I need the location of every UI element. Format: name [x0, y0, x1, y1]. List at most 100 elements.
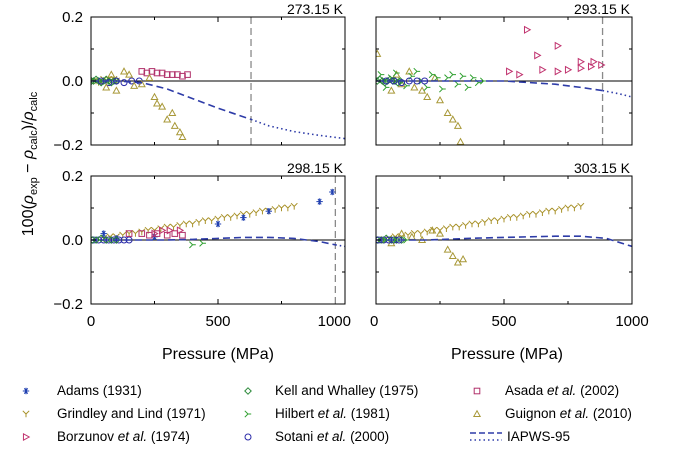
iapws-curve-extrapolated: [602, 89, 632, 98]
grindley-point: [500, 215, 508, 223]
legend-item-borzunov: Borzunov et al. (1974): [22, 429, 190, 444]
ylabel-rho-2: ρ: [20, 150, 37, 160]
grindley-point: [487, 217, 495, 224]
kell-point: [392, 236, 401, 244]
legend-symbol-borzunov: [22, 432, 31, 442]
borzunov_a-point: [554, 67, 562, 76]
asada-point: [179, 72, 186, 80]
grindley-point: [220, 214, 228, 221]
guignon-point: [130, 81, 139, 89]
adams-point: [240, 214, 247, 221]
legend-item-iapws: IAPWS-95: [470, 429, 570, 444]
legend-label: Sotani et al. (2000): [275, 429, 389, 444]
legend-item-kell: Kell and Whalley (1975): [244, 383, 418, 398]
grindley-point: [513, 214, 521, 221]
asada-point: [138, 230, 146, 237]
grindley-point: [468, 220, 476, 228]
grindley-point: [131, 230, 140, 237]
grindley-point: [271, 206, 279, 213]
legend-symbol-sotani: [244, 433, 252, 441]
grindley-point: [506, 214, 514, 221]
guignon-point: [458, 254, 468, 263]
legend-label: Adams (1931): [57, 383, 142, 398]
guignon-point: [392, 70, 401, 78]
grindley-point: [290, 202, 298, 210]
grindley-point: [125, 230, 133, 237]
y-tick-label: −0.2: [53, 296, 83, 313]
x-tick-label: 0: [87, 313, 95, 330]
ylabel-mid: )/: [20, 120, 37, 130]
guignon-point: [443, 108, 452, 117]
borzunov-point: [554, 41, 562, 50]
markers: [91, 67, 191, 141]
guignon-point: [418, 86, 427, 94]
grindley-point: [404, 231, 412, 239]
adams-point: [214, 220, 222, 228]
x-tick-label: 1000: [318, 313, 351, 330]
grindley-point: [519, 212, 527, 220]
borzunov-point: [523, 25, 532, 34]
markers: [376, 202, 585, 266]
iapws-curve: [91, 80, 252, 121]
legend-label: Kell and Whalley (1975): [275, 383, 418, 398]
grindley-point: [551, 207, 559, 215]
hilbert-point: [413, 67, 421, 75]
borzunov_b-point: [176, 226, 185, 235]
hilbert-point: [428, 71, 436, 79]
borzunov_a-point: [587, 62, 596, 71]
guignon-point: [435, 95, 445, 104]
legend-item-adams: Adams (1931): [22, 383, 142, 398]
iapws-curve: [91, 236, 336, 246]
x-tick-label: 0: [370, 313, 378, 330]
grindley-point: [577, 202, 585, 210]
legend-label: IAPWS-95: [507, 429, 570, 444]
grindley-point: [189, 220, 197, 228]
ylabel-minus: −: [20, 159, 37, 177]
hilbert-point: [449, 71, 456, 79]
ylabel-rho-1: ρ: [20, 195, 37, 205]
grindley-point: [208, 217, 216, 224]
grindley-point: [138, 228, 146, 236]
grindley-point: [481, 218, 489, 226]
asada-point: [153, 69, 161, 77]
borzunov_a-point: [539, 65, 547, 74]
asada-point: [125, 230, 133, 237]
hilbert-point: [392, 69, 400, 77]
asada-point: [171, 230, 179, 237]
legend-symbol-hilbert: [244, 410, 252, 418]
sotani-point: [120, 79, 128, 87]
adams-point: [329, 188, 336, 196]
borzunov_a-point: [577, 64, 586, 73]
iapws-curve-extrapolated: [335, 244, 345, 248]
guignon-point: [178, 132, 187, 141]
grindley-point: [157, 225, 165, 232]
guignon-point: [150, 92, 159, 101]
guignon-point: [443, 245, 452, 253]
grindley-point: [494, 217, 502, 224]
y-tick-label: 0.0: [62, 73, 83, 90]
legend-item-asada: Asada et al. (2002): [473, 383, 619, 398]
guignon-point: [145, 73, 154, 81]
y-tick-label: 0.2: [62, 168, 83, 185]
guignon-point: [397, 229, 406, 237]
kell-point: [102, 236, 111, 244]
ylabel-rho-3: ρ: [20, 111, 37, 121]
grindley-point: [545, 207, 553, 215]
x-tick-label: 500: [205, 313, 230, 330]
borzunov_a-point: [516, 70, 524, 79]
adams-point: [265, 208, 272, 215]
grindley-point: [538, 209, 546, 216]
sotani-point: [105, 79, 113, 87]
adams-point: [316, 198, 323, 205]
legend-symbol-asada: [473, 387, 481, 395]
guignon-point: [137, 79, 146, 88]
borzunov-point: [598, 60, 606, 70]
kell-point: [109, 77, 118, 85]
legend-symbol-guignon: [472, 409, 482, 418]
grindley-point: [474, 220, 482, 228]
grindley-point: [462, 222, 470, 229]
asada-point: [174, 71, 181, 78]
guignon-point: [376, 49, 382, 57]
